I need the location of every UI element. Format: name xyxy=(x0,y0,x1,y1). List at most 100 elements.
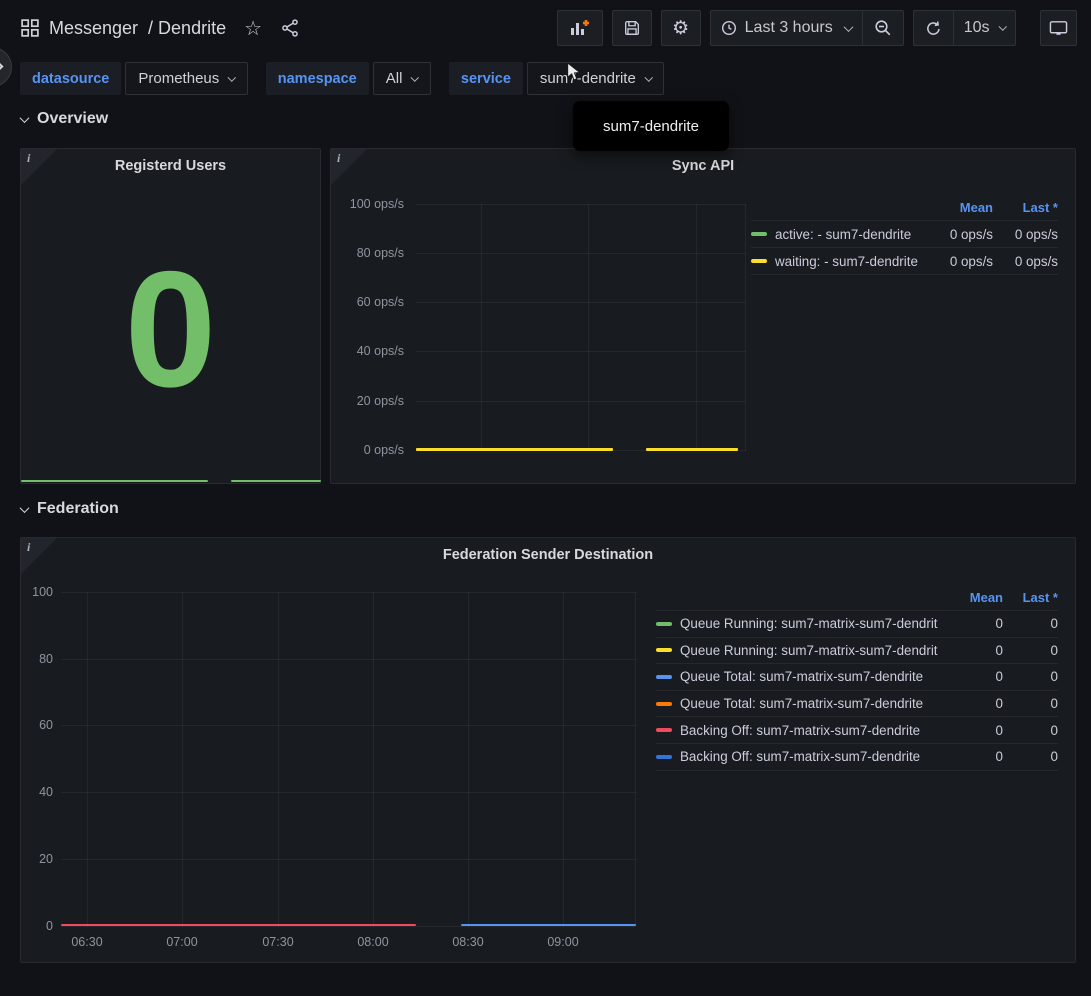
series-label[interactable]: waiting: - sum7-dendrite xyxy=(775,254,928,269)
series-last: 0 xyxy=(1003,643,1058,658)
y-axis-tick: 100 ops/s xyxy=(331,196,404,212)
series-mean: 0 xyxy=(938,669,1003,684)
refresh-interval-label: 10s xyxy=(964,19,990,37)
service-tooltip: sum7-dendrite xyxy=(573,101,729,151)
series-mean: 0 xyxy=(938,643,1003,658)
series-label[interactable]: Backing Off: sum7-matrix-sum7-dendrite xyxy=(680,749,938,764)
y-axis-tick: 60 ops/s xyxy=(331,294,404,310)
chevron-right-icon xyxy=(0,62,3,72)
apps-grid-icon[interactable] xyxy=(21,19,39,37)
y-axis-tick: 20 xyxy=(21,851,53,867)
variables-row: datasource Prometheus namespace All serv… xyxy=(20,62,682,95)
x-axis-tick: 08:00 xyxy=(345,934,401,950)
series-last: 0 ops/s xyxy=(993,227,1058,242)
panel-registered-users: i Registerd Users 0 xyxy=(20,148,321,484)
add-panel-button[interactable] xyxy=(557,10,603,46)
legend-row: active: - sum7-dendrite 0 ops/s 0 ops/s xyxy=(751,221,1058,248)
chevron-down-icon xyxy=(20,113,30,123)
variable-label-namespace: namespace xyxy=(266,62,369,95)
variable-dropdown-datasource[interactable]: Prometheus xyxy=(125,62,247,95)
zoom-out-icon xyxy=(874,19,892,37)
series-color-dash xyxy=(656,702,672,706)
panel-federation-sender: i Federation Sender Destination 100 80 6… xyxy=(20,537,1076,963)
time-range-picker[interactable]: Last 3 hours xyxy=(711,11,862,45)
legend-row: Backing Off: sum7-matrix-sum7-dendrite 0… xyxy=(656,717,1058,744)
refresh-icon xyxy=(925,20,942,37)
refresh-button[interactable] xyxy=(914,11,953,45)
chevron-down-icon xyxy=(20,503,30,513)
series-label[interactable]: active: - sum7-dendrite xyxy=(775,227,928,242)
section-federation-toggle[interactable]: Federation xyxy=(21,500,119,518)
series-mean: 0 ops/s xyxy=(928,254,993,269)
stat-value: 0 xyxy=(21,199,320,459)
series-last: 0 xyxy=(1003,616,1058,631)
series-color-dash xyxy=(751,232,767,236)
legend: Mean Last * active: - sum7-dendrite 0 op… xyxy=(751,195,1058,275)
variable-dropdown-service[interactable]: sum7-dendrite xyxy=(527,62,664,95)
navbar: Messenger / Dendrite ☆ xyxy=(0,0,1091,56)
y-axis-tick: 20 ops/s xyxy=(331,393,404,409)
x-axis-tick: 09:00 xyxy=(535,934,591,950)
series-last: 0 xyxy=(1003,669,1058,684)
y-axis-tick: 80 xyxy=(21,651,53,667)
refresh-interval-dropdown[interactable]: 10s xyxy=(954,11,1015,45)
y-axis-tick: 0 xyxy=(21,918,53,934)
x-axis-tick: 07:00 xyxy=(154,934,210,950)
clock-icon xyxy=(721,20,737,36)
dashboard-breadcrumb[interactable]: Messenger / Dendrite xyxy=(49,18,226,39)
series-color-dash xyxy=(656,675,672,679)
series-last: 0 xyxy=(1003,749,1058,764)
chevron-down-icon xyxy=(645,73,653,81)
legend-header-last[interactable]: Last * xyxy=(993,200,1058,215)
y-axis-tick: 0 ops/s xyxy=(331,442,404,458)
cycle-view-mode-button[interactable] xyxy=(1040,10,1077,46)
y-axis-tick: 80 ops/s xyxy=(331,245,404,261)
legend-header-last[interactable]: Last * xyxy=(1003,590,1058,605)
panel-title[interactable]: Sync API xyxy=(331,158,1075,174)
series-color-dash xyxy=(656,728,672,732)
legend-header-mean[interactable]: Mean xyxy=(928,200,993,215)
series-color-dash xyxy=(656,622,672,626)
share-icon[interactable] xyxy=(280,18,300,38)
series-label[interactable]: Queue Running: sum7-matrix-sum7-dendrite xyxy=(680,643,938,658)
legend-row: Queue Total: sum7-matrix-sum7-dendrite 0… xyxy=(656,691,1058,718)
panel-title[interactable]: Registerd Users xyxy=(21,158,320,174)
series-last: 0 xyxy=(1003,723,1058,738)
series-mean: 0 xyxy=(938,696,1003,711)
time-picker-group: Last 3 hours xyxy=(710,10,904,46)
series-mean: 0 ops/s xyxy=(928,227,993,242)
legend-row: Queue Running: sum7-matrix-sum7-dendrite… xyxy=(656,638,1058,665)
time-range-label: Last 3 hours xyxy=(745,19,833,37)
series-label[interactable]: Queue Total: sum7-matrix-sum7-dendrite xyxy=(680,669,938,684)
save-icon xyxy=(623,19,641,37)
series-last: 0 xyxy=(1003,696,1058,711)
y-axis-tick: 40 xyxy=(21,784,53,800)
series-label[interactable]: Backing Off: sum7-matrix-sum7-dendrite xyxy=(680,723,938,738)
series-color-dash xyxy=(751,259,767,263)
legend-row: Queue Running: sum7-matrix-sum7-dendrite… xyxy=(656,611,1058,638)
legend-header-mean[interactable]: Mean xyxy=(938,590,1003,605)
panel-sync-api: i Sync API 100 ops/s 80 ops/s 60 ops/s 4… xyxy=(330,148,1076,484)
series-label[interactable]: Queue Total: sum7-matrix-sum7-dendrite xyxy=(680,696,938,711)
section-overview-toggle[interactable]: Overview xyxy=(21,110,108,128)
chevron-down-icon xyxy=(411,73,419,81)
legend: Mean Last * Queue Running: sum7-matrix-s… xyxy=(656,584,1058,771)
star-icon[interactable]: ☆ xyxy=(244,16,262,41)
refresh-group: 10s xyxy=(913,10,1016,46)
x-axis-tick: 06:30 xyxy=(59,934,115,950)
series-mean: 0 xyxy=(938,723,1003,738)
panel-title[interactable]: Federation Sender Destination xyxy=(21,547,1075,563)
series-label[interactable]: Queue Running: sum7-matrix-sum7-dendrite xyxy=(680,616,938,631)
series-last: 0 ops/s xyxy=(993,254,1058,269)
dashboard-settings-button[interactable]: ⚙ xyxy=(661,10,701,46)
chevron-down-icon xyxy=(228,73,236,81)
grafana-dashboard: Messenger / Dendrite ☆ xyxy=(0,0,1091,996)
plus-icon xyxy=(583,20,589,26)
variable-label-datasource: datasource xyxy=(20,62,121,95)
variable-dropdown-namespace[interactable]: All xyxy=(373,62,431,95)
series-mean: 0 xyxy=(938,616,1003,631)
x-axis-tick: 08:30 xyxy=(440,934,496,950)
legend-row: Backing Off: sum7-matrix-sum7-dendrite 0… xyxy=(656,744,1058,771)
zoom-out-button[interactable] xyxy=(863,11,903,45)
save-button[interactable] xyxy=(612,10,652,46)
